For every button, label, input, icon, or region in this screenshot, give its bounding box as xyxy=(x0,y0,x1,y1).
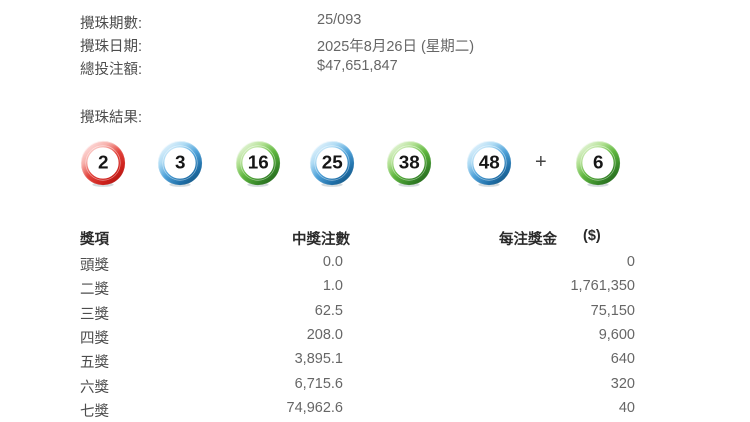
svg-text:48: 48 xyxy=(479,151,500,172)
svg-text:2: 2 xyxy=(98,151,109,172)
svg-text:6: 6 xyxy=(593,151,604,172)
svg-text:38: 38 xyxy=(399,151,420,172)
svg-text:3: 3 xyxy=(175,151,186,172)
svg-text:25: 25 xyxy=(322,151,343,172)
svg-text:16: 16 xyxy=(248,151,269,172)
